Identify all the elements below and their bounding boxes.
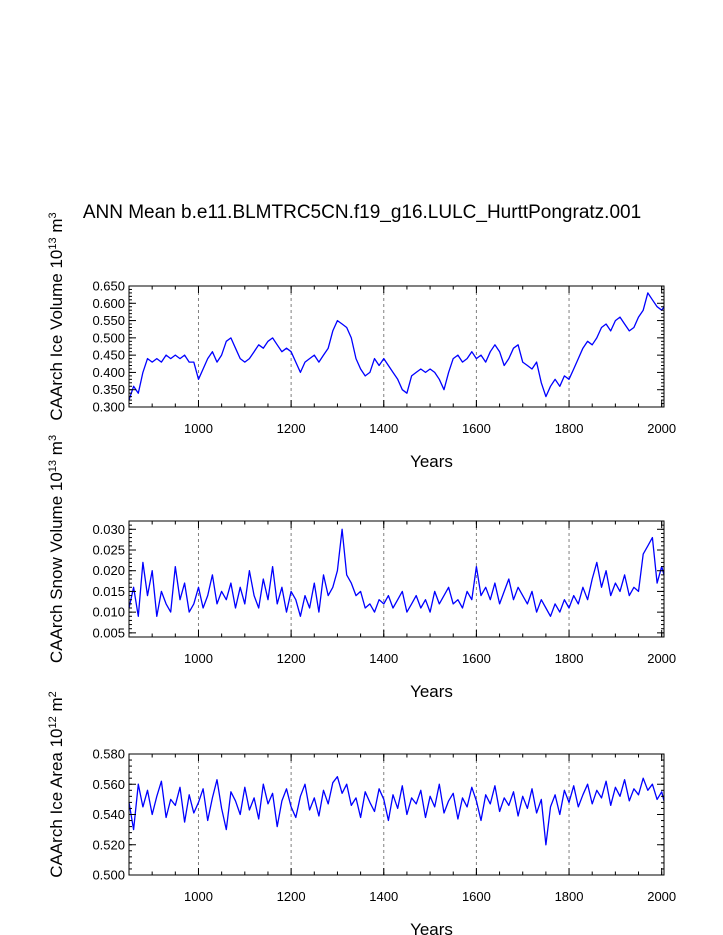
x-tick-label: 1200 [277,421,306,436]
y-tick-label: 0.400 [92,365,125,380]
chart-panel-2: 0.005 0.010 0.015 0.020 0.025 0.030 1000 1200 14… [47,435,676,701]
x-tick-label: 1400 [369,889,398,904]
y-tick-label: 0.560 [92,777,125,792]
y-tick-label: 0.020 [92,563,125,578]
y-tick-label: 0.025 [92,543,125,558]
y-tick-label: 0.350 [92,382,125,397]
y-tick-label: 0.580 [92,747,125,762]
y-axis-label: CAArch Ice Area 1012 m2 [47,691,66,878]
y-tick-label: 0.500 [92,868,125,883]
y-tick-label: 0.650 [92,279,125,294]
x-tick-label: 2000 [647,651,676,666]
data-line [128,528,665,617]
x-tick-label: 1800 [555,889,584,904]
x-tick-label: 1000 [184,421,213,436]
y-tick-label: 0.005 [92,625,125,640]
chart-panel-3: 0.500 0.520 0.540 0.560 0.580 1000 1200 1400 160… [47,691,676,935]
y-tick-label: 0.500 [92,330,125,345]
panels: 0.300 0.350 0.400 0.450 0.500 0.550 0.600 0.650… [47,212,676,935]
y-tick-label: 0.520 [92,837,125,852]
y-tick-label: 0.015 [92,584,125,599]
y-tick-label: 0.540 [92,807,125,822]
chart-panel-1: 0.300 0.350 0.400 0.450 0.500 0.550 0.600 0.650… [47,212,676,471]
x-tick-label: 2000 [647,421,676,436]
x-tick-label: 1000 [184,651,213,666]
x-tick-label: 1200 [277,889,306,904]
x-tick-label: 1400 [369,421,398,436]
x-tick-label: 1600 [462,889,491,904]
x-tick-label: 2000 [647,889,676,904]
x-axis-label: Years [410,682,453,701]
data-line [128,776,665,846]
x-tick-label: 1200 [277,651,306,666]
x-axis-label: Years [410,920,453,935]
y-axis-label: CAArch Snow Volume 1013 m3 [47,435,66,663]
x-tick-label: 1600 [462,651,491,666]
plot-frame [128,285,665,408]
y-tick-label: 0.450 [92,348,125,363]
y-tick-label: 0.550 [92,313,125,328]
data-line [128,292,665,401]
x-tick-label: 1600 [462,421,491,436]
y-tick-label: 0.010 [92,605,125,620]
x-tick-label: 1000 [184,889,213,904]
x-tick-label: 1800 [555,421,584,436]
x-tick-label: 1400 [369,651,398,666]
x-axis-label: Years [410,452,453,471]
y-tick-label: 0.030 [92,522,125,537]
y-axis-label: CAArch Ice Volume 1013 m3 [47,212,66,420]
y-tick-label: 0.600 [92,296,125,311]
y-tick-label: 0.300 [92,400,125,415]
plot-frame [128,520,665,638]
x-tick-label: 1800 [555,651,584,666]
chart-title: ANN Mean b.e11.BLMTRC5CN.f19_g16.LULC_Hu… [83,202,641,223]
